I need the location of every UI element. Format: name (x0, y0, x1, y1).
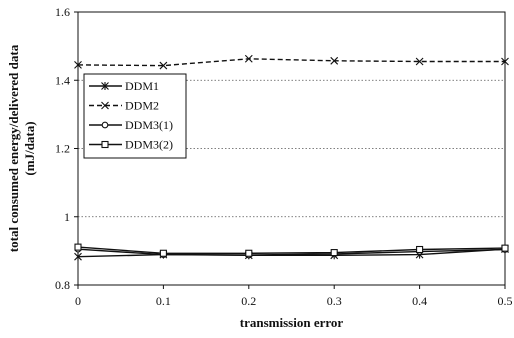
legend-marker (101, 101, 109, 110)
data-point (74, 61, 82, 69)
x-tick-label: 0.1 (156, 294, 171, 308)
data-point (330, 249, 338, 257)
legend-label: DDM3(2) (125, 138, 173, 152)
y-tick-label: 1.4 (55, 73, 70, 87)
data-point (501, 57, 509, 66)
legend-marker (101, 82, 109, 90)
y-tick-label: 1.6 (55, 5, 70, 19)
y-tick-label: 1.2 (55, 142, 70, 156)
legend-label: DDM3(1) (125, 118, 173, 132)
legend-item: DDM1 (89, 79, 159, 93)
legend-item: DDM2 (89, 99, 159, 113)
data-point (245, 249, 253, 257)
x-tick-label: 0.2 (241, 294, 256, 308)
legend-item: DDM3(1) (89, 118, 173, 132)
series-line-ddm3-2 (77, 246, 506, 255)
data-point (159, 249, 167, 257)
legend-items: DDM1 DDM2 DDM3(1) DDM3(2) (89, 79, 173, 152)
data-point (416, 245, 424, 254)
y-axis-title-line-2: (mJ/data) (22, 121, 37, 175)
y-axis: 0.8 1 1.2 1.4 1.6 (55, 5, 78, 292)
data-point (501, 244, 509, 252)
y-tick-label: 1 (64, 210, 70, 224)
x-tick-label: 0.4 (412, 294, 427, 308)
data-point (415, 57, 424, 66)
data-point (74, 243, 82, 251)
legend-marker (101, 140, 109, 149)
x-tick-label: 0.5 (498, 294, 513, 308)
legend-marker (101, 121, 109, 129)
data-point (330, 56, 339, 65)
legend-item: DDM3(2) (89, 138, 173, 152)
data-point (244, 54, 253, 63)
x-tick-label: 0 (75, 294, 81, 308)
legend-label: DDM2 (125, 99, 159, 113)
y-tick-label: 0.8 (55, 278, 70, 292)
legend: DDM1 DDM2 DDM3(1) DDM3(2) (83, 73, 187, 159)
data-point (74, 252, 82, 261)
series-line-ddm2 (77, 58, 505, 67)
series-layer (74, 54, 509, 261)
x-axis: 0 0.1 0.2 0.3 0.4 0.5 (75, 285, 513, 308)
x-axis-title: transmission error (240, 315, 344, 330)
x-tick-label: 0.3 (327, 294, 342, 308)
legend-label: DDM1 (125, 79, 159, 93)
series-line-ddm3-1 (77, 248, 506, 256)
data-point (159, 61, 168, 70)
series-line-ddm1 (77, 248, 506, 258)
y-axis-title-line-1: total consumed energy/delivered data (6, 44, 21, 252)
